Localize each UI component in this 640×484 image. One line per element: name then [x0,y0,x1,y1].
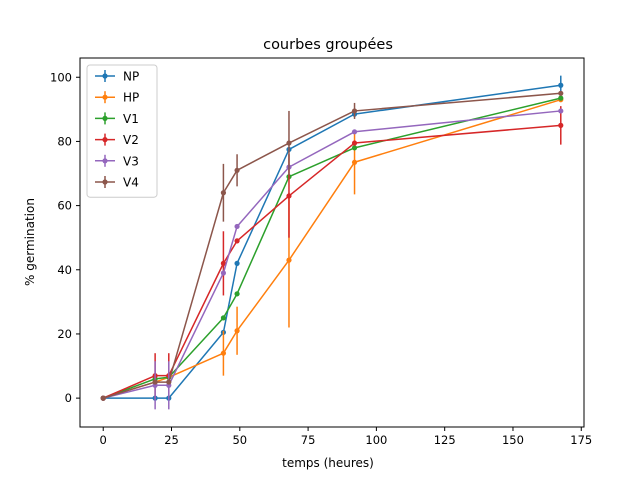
legend-item-hp: HP [95,91,139,105]
y-tick-label: 100 [50,70,72,84]
x-tick-label: 150 [502,433,524,447]
legend-label: V2 [123,133,139,147]
data-point-v2 [234,238,240,244]
legend-swatch-marker [102,115,108,121]
data-point-hp [234,328,240,334]
x-tick-label: 175 [570,433,592,447]
data-point-v1 [220,315,227,321]
data-point-v1 [351,145,358,151]
series-np [100,75,564,401]
y-tick-label: 0 [65,391,72,405]
legend-label: V3 [123,154,139,168]
data-point-v4 [351,108,358,114]
data-point-v2 [220,260,227,266]
legend-item-v4: V4 [95,176,139,190]
data-point-v3 [220,270,227,276]
series-v3 [100,108,564,410]
series-hp [100,97,564,401]
legend-label: V4 [123,176,139,190]
y-tick-label: 80 [57,134,72,148]
data-point-v4 [286,140,292,146]
data-point-v1 [234,291,240,297]
legend-swatch-marker [102,137,108,143]
x-axis-label: temps (heures) [282,456,374,470]
x-tick-label: 25 [164,433,179,447]
series-v1 [100,95,564,401]
series-v4 [100,90,564,401]
data-point-v3 [351,129,358,135]
data-point-hp [220,350,227,356]
data-point-v4 [166,379,172,385]
chart-title: courbes groupées [263,37,393,53]
data-point-v2 [558,122,564,128]
legend-swatch-marker [102,158,108,164]
series-line-np [103,84,561,399]
data-point-v4 [100,395,106,401]
data-point-hp [286,257,292,263]
data-point-v4 [234,167,240,173]
data-point-v2 [286,193,292,199]
data-point-np [558,82,564,88]
x-tick-label: 50 [232,433,247,447]
data-point-v4 [220,190,227,196]
plot-frame [79,57,585,428]
y-tick-label: 60 [57,199,72,213]
legend-box [86,64,158,198]
axes-layer: 0 25 50 75 100 125 150 175 0 20 40 60 80 100 [50,57,592,447]
x-tick-label: 100 [365,433,387,447]
data-point-v3 [234,223,240,230]
data-point-v2 [351,140,358,146]
data-point-hp [351,159,358,165]
legend-item-np: NP [95,70,139,84]
series-v2 [100,106,564,401]
legend: NP HP V1 V2 V3 V4 [86,64,158,198]
data-point-v3 [558,108,564,114]
x-tick-label: 0 [100,433,107,447]
series-line-v2 [102,124,561,399]
legend-swatch-marker [102,73,108,79]
legend-item-v1: V1 [95,112,139,126]
legend-label: HP [123,91,139,105]
series-line-v4 [102,92,561,399]
data-point-v4 [152,379,158,385]
legend-swatch-marker [102,179,108,185]
data-point-np [234,260,240,266]
legend-swatch-marker [102,94,108,100]
data-point-v1 [558,95,564,101]
legend-label: V1 [123,112,139,126]
legend-item-v2: V2 [95,133,139,147]
series-layer [100,75,564,410]
legend-item-v3: V3 [95,154,139,168]
y-axis-label: % germination [23,198,37,286]
data-point-v4 [558,90,564,96]
y-tick-label: 40 [57,263,72,277]
series-line-v3 [103,110,561,399]
x-tick-label: 125 [434,433,456,447]
legend-label: NP [123,70,139,84]
y-tick-label: 20 [57,327,72,341]
x-tick-label: 75 [301,433,316,447]
